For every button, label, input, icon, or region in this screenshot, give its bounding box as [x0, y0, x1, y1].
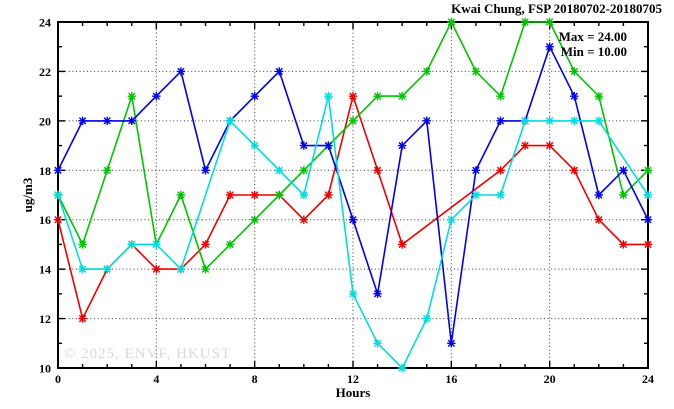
data-series: [53, 17, 653, 373]
y-tick-label: 22: [39, 65, 51, 79]
tick-labels: 0 4 8 12 16 20 24 10 12 14 16 18 20 22 24: [39, 16, 654, 387]
y-axis-label: ug/m3: [20, 177, 35, 212]
y-tick-label: 12: [39, 312, 51, 326]
gridlines: [58, 22, 648, 368]
watermark: © 2025, ENVF, HKUST: [64, 346, 231, 362]
x-tick-label: 12: [347, 372, 359, 386]
x-tick-label: 0: [55, 372, 61, 386]
cyan-series-markers: [53, 91, 653, 373]
y-tick-label: 20: [39, 114, 51, 128]
x-tick-label: 20: [544, 372, 556, 386]
x-axis-label: Hours: [336, 385, 371, 400]
x-tick-label: 4: [153, 372, 159, 386]
green-series-line: [57, 20, 649, 271]
y-tick-label: 18: [39, 164, 51, 178]
y-tick-label: 24: [39, 16, 51, 30]
chart-title: Kwai Chung, FSP 20180702-20180705: [451, 1, 662, 16]
red-series-line: [57, 93, 648, 321]
x-tick-label: 24: [642, 372, 654, 386]
legend-max-label: Max = 24.00: [559, 29, 627, 44]
y-tick-label: 10: [39, 362, 51, 376]
y-tick-label: 14: [39, 263, 51, 277]
x-tick-label: 8: [252, 372, 258, 386]
axis-ticks: [57, 21, 649, 369]
cyan-series-line: [57, 95, 649, 370]
x-tick-label: 16: [445, 372, 457, 386]
y-tick-label: 16: [39, 213, 51, 227]
legend-min-label: Min = 10.00: [561, 44, 627, 59]
